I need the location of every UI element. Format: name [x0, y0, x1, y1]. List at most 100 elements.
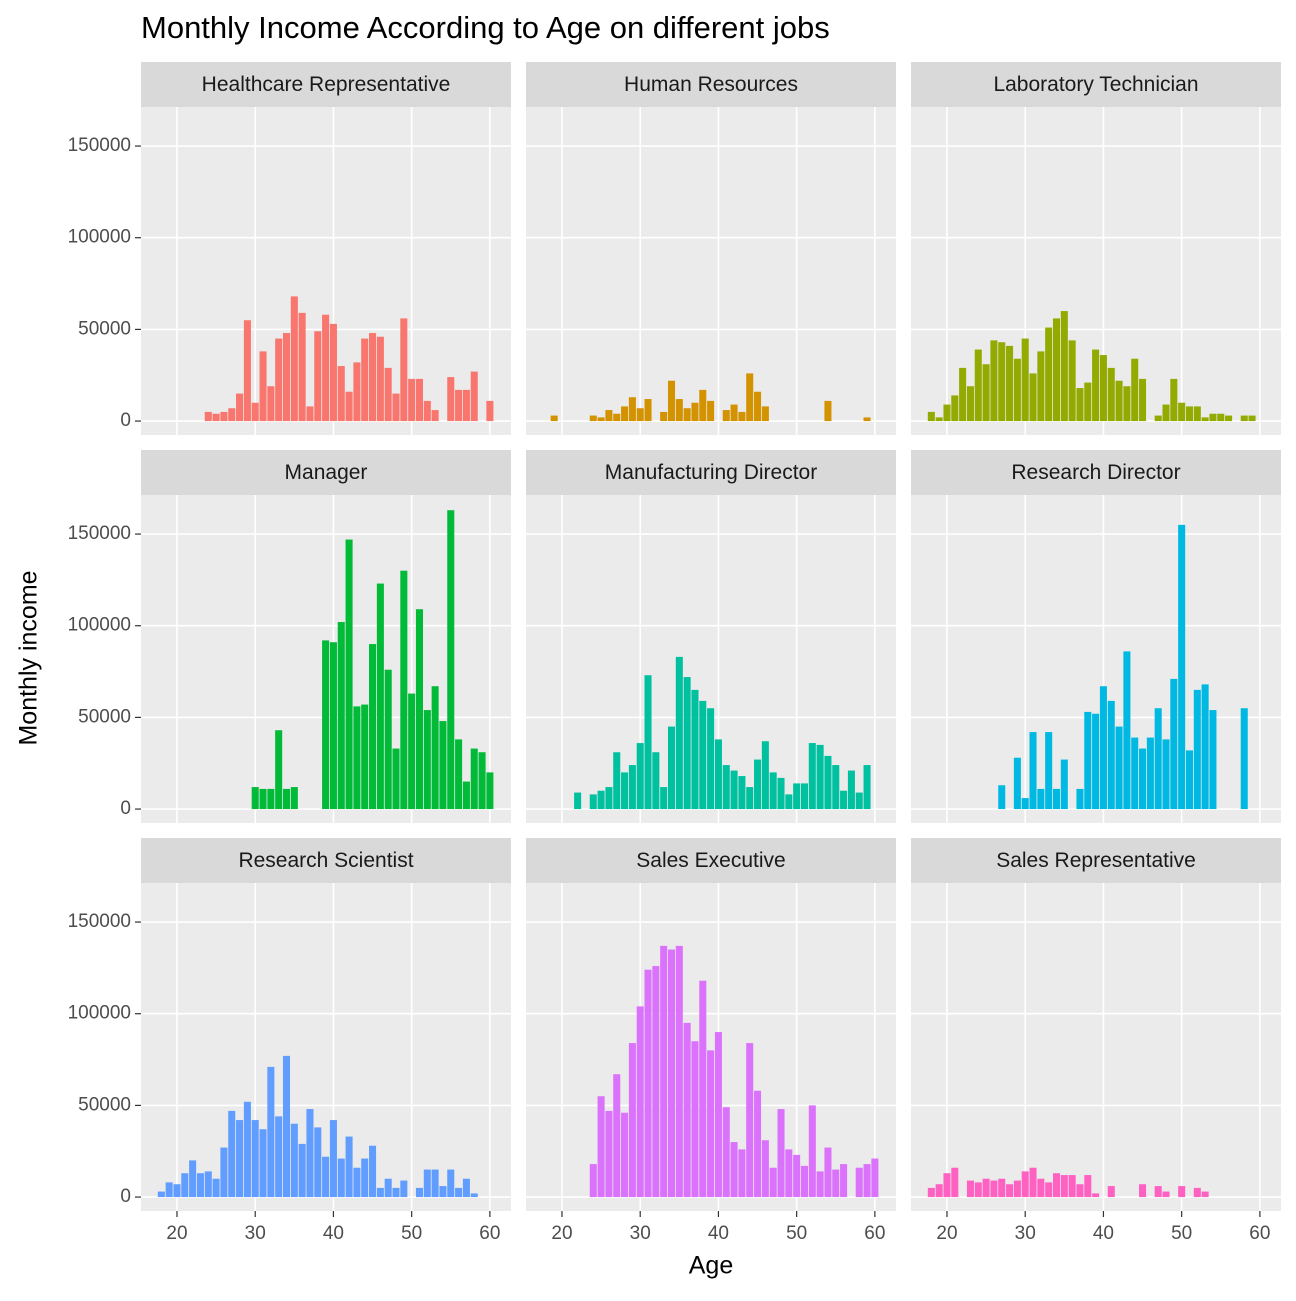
bar [683, 677, 691, 810]
x-tick-label: 60 [479, 1223, 500, 1244]
y-tick-label: 0 [120, 1186, 131, 1207]
x-tick-label: 60 [1249, 1223, 1270, 1244]
strip [526, 838, 896, 883]
x-axis-label: Age [689, 1252, 733, 1280]
bar [1092, 1193, 1100, 1198]
bar [730, 1142, 738, 1198]
bar [959, 367, 967, 422]
bar [423, 1169, 431, 1198]
bar [793, 1154, 801, 1198]
bar [1006, 345, 1014, 422]
bar [683, 408, 691, 422]
bar [636, 408, 644, 422]
bar [1209, 710, 1217, 810]
bar [761, 1140, 769, 1198]
bar [322, 314, 330, 422]
bar [1068, 340, 1076, 422]
x-tick-label: 20 [551, 1223, 572, 1244]
bar [1045, 732, 1053, 810]
bar [667, 726, 676, 810]
bar [1029, 373, 1037, 422]
bar [1178, 402, 1186, 422]
bar [589, 415, 597, 422]
bar [636, 743, 644, 810]
bar [455, 739, 463, 810]
bar [597, 1096, 605, 1198]
bar [871, 1158, 879, 1198]
x-tick-label: 30 [1015, 1223, 1036, 1244]
bar [769, 772, 777, 810]
bar [675, 399, 683, 422]
bar [329, 642, 337, 810]
bar [447, 510, 455, 810]
x-tick-label: 50 [786, 1223, 807, 1244]
bar [777, 1109, 785, 1198]
bar [840, 1164, 848, 1198]
bar [1052, 788, 1061, 810]
bar [982, 364, 990, 422]
bar [361, 704, 369, 810]
bar [863, 765, 871, 810]
bar [251, 402, 259, 422]
bar [722, 765, 730, 810]
bar [275, 730, 283, 810]
bar [1084, 711, 1092, 810]
bar [935, 1184, 943, 1198]
bar [1178, 524, 1186, 810]
bar [306, 1109, 314, 1198]
bar [165, 1182, 173, 1198]
bar [621, 1112, 629, 1198]
bar [392, 1187, 400, 1198]
bar [251, 1120, 259, 1198]
bar [431, 686, 439, 810]
bar [259, 788, 267, 810]
bar [613, 1074, 621, 1198]
bar [1021, 338, 1029, 422]
bar [1013, 1180, 1021, 1198]
y-tick-label: 150000 [68, 135, 131, 156]
bar [1170, 678, 1178, 810]
bar [793, 783, 801, 810]
bar [1092, 713, 1100, 810]
bar [644, 969, 652, 1198]
x-tick-label: 40 [708, 1223, 729, 1244]
bar [660, 411, 668, 422]
facet-label: Healthcare Representative [202, 73, 451, 96]
bar [353, 362, 361, 422]
bar [337, 366, 345, 422]
bar [998, 1178, 1006, 1198]
bar [1162, 1191, 1170, 1198]
bar [470, 371, 478, 422]
bar [707, 400, 715, 422]
bar [761, 741, 769, 810]
bar [1178, 1186, 1186, 1198]
facet-label: Human Resources [624, 73, 798, 96]
bar [1084, 382, 1092, 422]
bar [259, 1129, 267, 1198]
bar [486, 772, 494, 810]
bar [322, 640, 330, 810]
y-tick-label: 50000 [78, 706, 131, 727]
bar [1021, 1171, 1029, 1198]
bar [337, 1158, 345, 1198]
bar [660, 787, 668, 810]
bar [574, 792, 582, 810]
bar [769, 1167, 777, 1198]
bar [376, 336, 384, 422]
bar [597, 790, 605, 810]
x-tick-label: 50 [1171, 1223, 1192, 1244]
bar [267, 1066, 275, 1198]
bar [832, 1169, 840, 1198]
bar [1076, 1184, 1084, 1198]
facet-label: Manager [285, 461, 368, 484]
bar [1201, 1191, 1209, 1198]
bar [691, 1041, 699, 1198]
bar [1139, 378, 1147, 422]
bar [722, 1107, 730, 1198]
x-tick-label: 20 [936, 1223, 957, 1244]
bar [951, 1167, 959, 1198]
bar [1193, 406, 1201, 422]
bar [785, 1149, 793, 1198]
bar [667, 949, 676, 1198]
bar [353, 706, 361, 810]
